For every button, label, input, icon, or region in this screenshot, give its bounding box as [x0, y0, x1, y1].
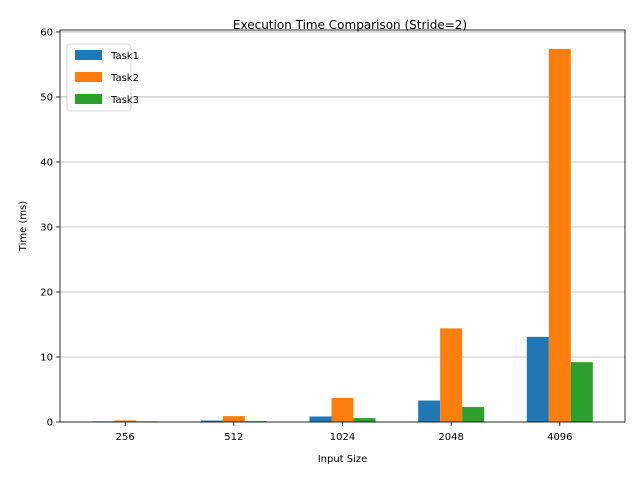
legend-swatch-task3 [75, 94, 102, 104]
bars [92, 48, 593, 422]
legend-swatch-task2 [75, 72, 102, 82]
bar-task2-1024 [331, 397, 354, 422]
y-tick-label: 50 [40, 92, 53, 103]
y-axis: 0 10 20 30 40 50 60 [40, 27, 60, 429]
x-axis: 256 512 1024 2048 4096 [116, 422, 573, 443]
bar-task2-2048 [440, 328, 463, 422]
y-tick-label: 30 [40, 222, 53, 233]
bar-task2-4096 [548, 48, 571, 422]
y-tick-label: 0 [47, 418, 53, 429]
x-tick-label: 1024 [330, 432, 355, 443]
legend-label-task2: Task2 [110, 73, 139, 84]
chart-title: Execution Time Comparison (Stride=2) [233, 18, 467, 32]
y-tick-label: 60 [40, 27, 53, 38]
y-tick-label: 20 [40, 287, 53, 298]
bar-task3-2048 [462, 407, 485, 422]
bar-task3-512 [244, 421, 267, 422]
legend-swatch-task1 [75, 50, 102, 60]
y-tick-label: 40 [40, 157, 53, 168]
bar-task1-2048 [418, 400, 441, 422]
legend-label-task3: Task3 [110, 95, 139, 106]
x-tick-label: 4096 [547, 432, 572, 443]
bar-task1-1024 [309, 416, 332, 422]
bar-task3-1024 [353, 418, 376, 422]
bar-task1-512 [200, 420, 223, 422]
y-tick-label: 10 [40, 352, 53, 363]
x-tick-label: 2048 [438, 432, 463, 443]
bar-task1-4096 [526, 336, 549, 422]
x-axis-label: Input Size [318, 454, 368, 465]
x-tick-label: 512 [224, 432, 243, 443]
legend: Task1 Task2 Task3 [66, 43, 139, 112]
bar-task3-4096 [570, 362, 593, 422]
x-tick-label: 256 [116, 432, 135, 443]
legend-label-task1: Task1 [110, 51, 139, 62]
bar-task2-256 [114, 420, 137, 422]
y-axis-label: Time (ms) [18, 201, 29, 253]
bar-task2-512 [222, 416, 245, 422]
